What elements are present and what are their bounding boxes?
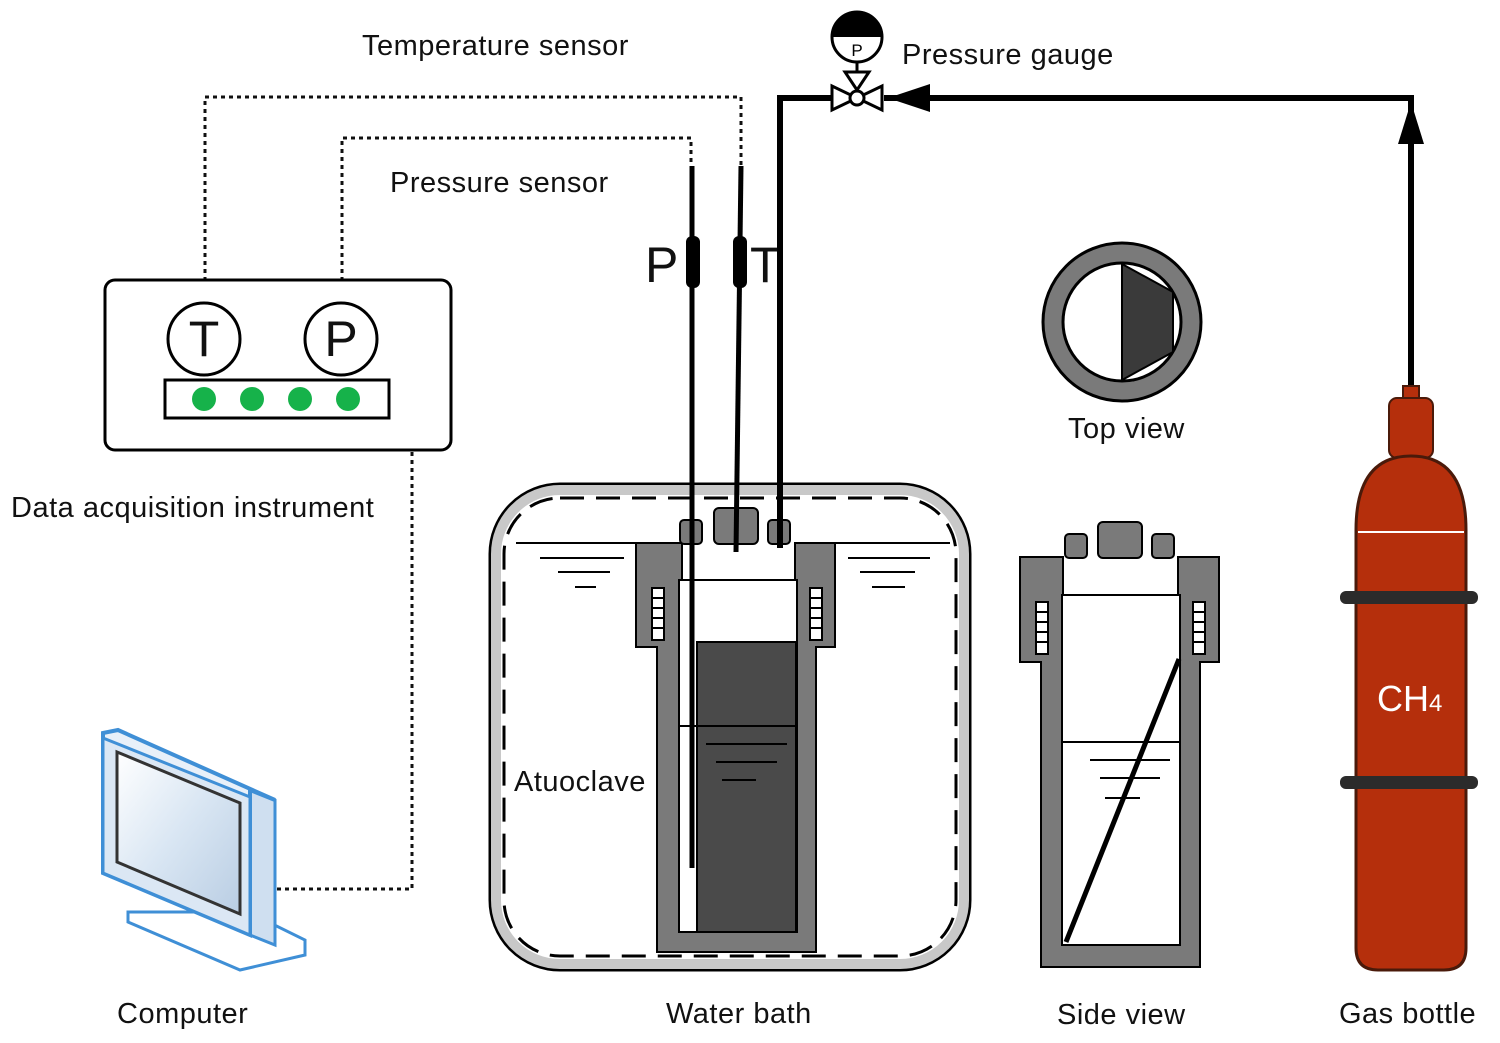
gas-bottle-label: Gas bottle <box>1339 998 1476 1030</box>
top-view-label: Top view <box>1068 413 1185 445</box>
water-bath-rim <box>491 485 969 969</box>
indicator-light <box>336 387 360 411</box>
sensor-probes: P T <box>645 165 781 868</box>
data-acquisition-instrument: T P <box>103 278 453 452</box>
pressure-dial <box>303 301 379 377</box>
gas-pipe-from-bottle <box>884 95 1414 392</box>
pressure-probe-collar <box>686 236 700 288</box>
gas-cylinder: CH4 <box>1340 385 1478 972</box>
valve-left <box>830 83 861 113</box>
temperature-dial-label: T <box>189 311 220 367</box>
data-acquisition-label: Data acquisition instrument <box>11 492 374 524</box>
lid-threads <box>651 587 823 641</box>
pressure-dial-label: P <box>324 311 357 367</box>
side-view-label: Side view <box>1057 999 1186 1031</box>
indicator-light <box>240 387 264 411</box>
valve-right <box>853 83 884 113</box>
flow-arrow-left <box>888 84 930 112</box>
pressure-sensor-label: Pressure sensor <box>390 167 609 199</box>
cylinder-body <box>1354 454 1468 972</box>
computer-wire <box>275 398 414 891</box>
monitor-side <box>248 787 277 948</box>
valve-stem <box>842 70 872 93</box>
top-view-baffle <box>1121 262 1174 382</box>
temperature-probe <box>733 165 744 553</box>
water-bath-label: Water bath <box>666 998 812 1030</box>
gas-formula: CH4 <box>1377 678 1442 719</box>
monitor-screen <box>115 749 242 917</box>
temperature-wire <box>203 95 743 305</box>
gas-line <box>777 84 1424 548</box>
computer-label: Computer <box>117 998 248 1030</box>
indicator-light <box>192 387 216 411</box>
autoclave-label: Atuoclave <box>514 766 646 798</box>
temperature-sensor-label: Temperature sensor <box>362 30 629 62</box>
pressure-gauge-valve: P <box>830 10 884 113</box>
indicator-lights <box>192 387 360 411</box>
autoclave-water-level <box>679 725 797 781</box>
side-view-diagram <box>1019 521 1220 968</box>
pressure-gauge-cap <box>832 12 882 37</box>
pressure-gauge-label: Pressure gauge <box>902 39 1114 71</box>
pressure-wire <box>340 136 693 305</box>
pressure-gauge-symbol: P <box>851 41 862 60</box>
cylinder-band-bottom <box>1340 776 1478 789</box>
gas-pipe-to-autoclave <box>777 95 832 548</box>
computer-monitor <box>101 727 307 972</box>
cylinder-valve <box>1388 397 1434 459</box>
cylinder-band-top <box>1340 591 1478 604</box>
side-view-cavity <box>1061 594 1181 946</box>
temperature-dial <box>166 301 242 377</box>
sediment <box>696 641 797 933</box>
valve-center <box>848 89 866 107</box>
labels: Temperature sensor Pressure sensor Press… <box>11 30 1476 1031</box>
flow-arrow-up <box>1398 102 1424 144</box>
top-view-diagram <box>1041 241 1203 403</box>
temperature-probe-collar <box>733 236 747 288</box>
indicator-light <box>288 387 312 411</box>
pressure-probe-tag: P <box>645 237 678 293</box>
side-view-baffle <box>1063 658 1182 943</box>
autoclave <box>635 507 836 953</box>
temperature-probe-tag: T <box>750 237 781 293</box>
bath-water-level <box>516 542 950 588</box>
